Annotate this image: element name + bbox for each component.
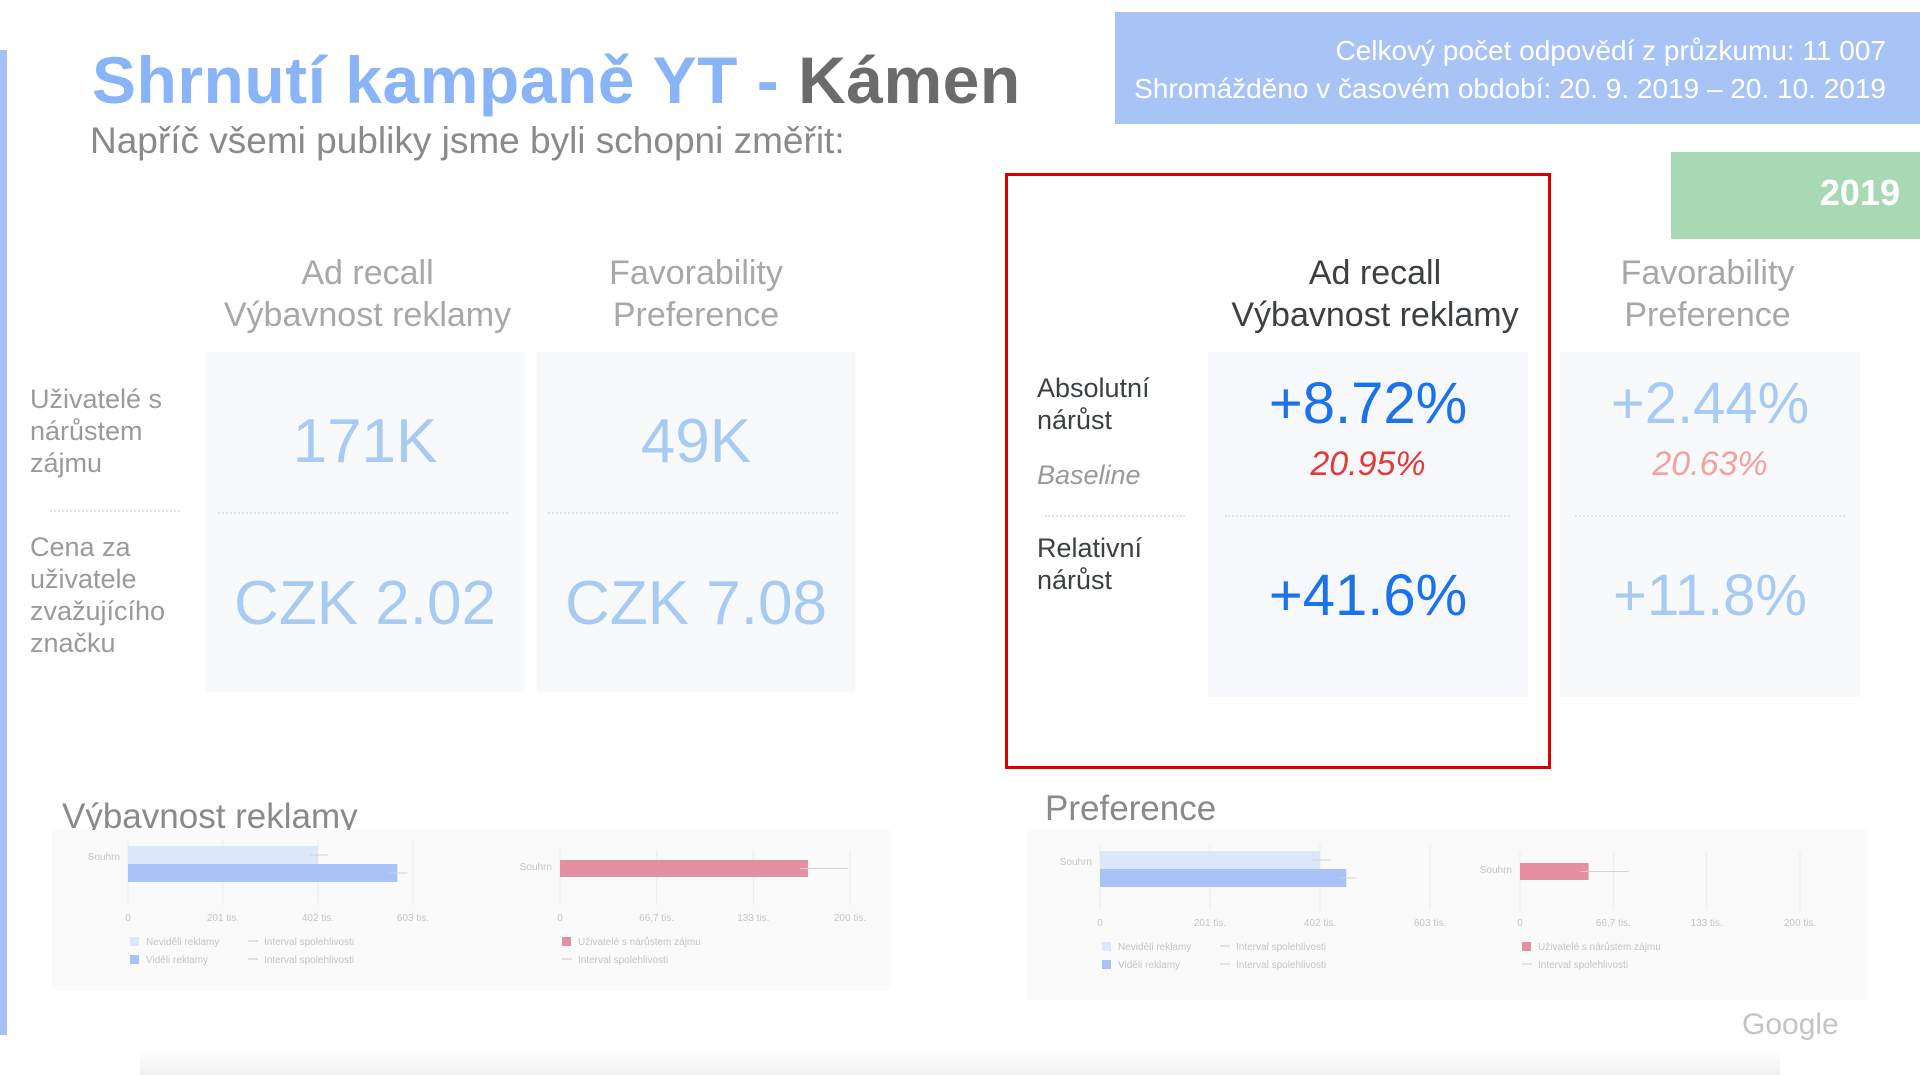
row-divider (1045, 515, 1185, 517)
right-card-favorability (1560, 352, 1860, 697)
left-accent-bar (0, 50, 7, 1035)
metric-relative-lift-favorability: +11.8% (1612, 563, 1808, 628)
row-divider (218, 512, 508, 514)
metric-relative-lift-ad-recall: +41.6% (1268, 563, 1468, 628)
row-divider (1575, 515, 1845, 517)
row-label-absolute-lift: Absolutní nárůst (1037, 373, 1150, 435)
row-label-cost-per-user: Cena za uživatele zvažujícího značku (30, 532, 166, 658)
row-label-baseline: Baseline (1037, 460, 1141, 490)
chart-panel-preference (1027, 830, 1867, 1000)
row-divider (1225, 515, 1510, 517)
survey-responses: Celkový počet odpovědí z průzkumu: 11 00… (1335, 35, 1886, 66)
section-title-preference: Preference (1045, 789, 1217, 828)
row-label-users-lift: Uživatelé s nárůstem zájmu (30, 384, 163, 478)
right-col-header-ad-recall: Ad recall Výbavnost reklamy (1210, 252, 1540, 336)
chart-panel-ad-recall (52, 830, 890, 990)
metric-baseline-favorability: 20.63% (1652, 445, 1768, 483)
section-title-ad-recall: Výbavnost reklamy (62, 797, 358, 836)
metric-users-ad-recall: 171K (292, 407, 438, 476)
highlight-frame (1005, 173, 1551, 769)
col-header-line2: Preference (1624, 296, 1791, 334)
page-title: Shrnutí kampaně YT - Kámen (92, 42, 1021, 118)
col-header-line2: Výbavnost reklamy (1231, 296, 1519, 334)
col-header-line1: Ad recall (1308, 254, 1442, 292)
row-divider (50, 510, 180, 512)
row-label-relative-lift: Relativní nárůst (1037, 533, 1143, 595)
right-card-ad-recall (1208, 352, 1528, 697)
left-col-header-ad-recall: Ad recall Výbavnost reklamy (205, 252, 530, 336)
year-badge: 2019 (1671, 152, 1920, 239)
metric-cost-favorability: CZK 7.08 (565, 569, 827, 638)
col-header-line1: Ad recall (301, 254, 434, 292)
row-divider (548, 512, 838, 514)
metric-absolute-lift-favorability: +2.44% (1610, 371, 1810, 436)
title-campaign: Shrnutí kampaně YT - (92, 43, 799, 117)
metric-absolute-lift-ad-recall: +8.72% (1268, 371, 1468, 436)
right-col-header-favorability: Favorability Preference (1555, 252, 1860, 336)
col-header-line2: Výbavnost reklamy (223, 296, 512, 334)
metric-cost-ad-recall: CZK 2.02 (234, 569, 496, 638)
survey-period: Shromážděno v časovém období: 20. 9. 201… (1134, 73, 1886, 104)
page-subtitle: Napříč všemi publiky jsme byli schopni z… (90, 120, 845, 161)
left-col-header-favorability: Favorability Preference (537, 252, 855, 336)
title-brand: Kámen (798, 43, 1021, 117)
col-header-line1: Favorability (1620, 254, 1795, 292)
col-header-line2: Preference (612, 296, 780, 334)
left-card-ad-recall (205, 352, 525, 692)
bottom-shadow (140, 1050, 1780, 1075)
col-header-line1: Favorability (609, 254, 783, 292)
survey-info-box: Celkový počet odpovědí z průzkumu: 11 00… (1115, 12, 1920, 124)
metric-baseline-ad-recall: 20.95% (1310, 445, 1426, 483)
metric-users-favorability: 49K (640, 407, 752, 476)
left-card-favorability (537, 352, 855, 692)
google-logo: Google (1742, 1008, 1839, 1041)
